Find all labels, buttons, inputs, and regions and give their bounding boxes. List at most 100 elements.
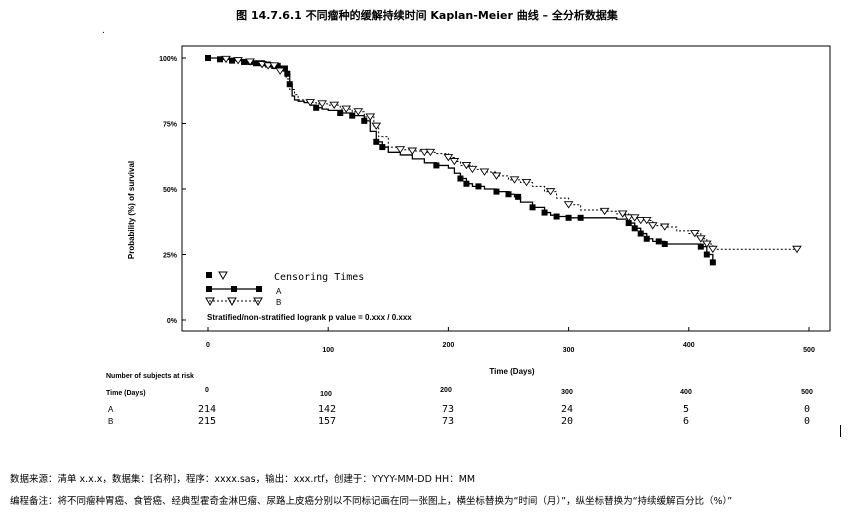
censor-marker-b	[419, 148, 430, 157]
censor-marker-b	[221, 55, 231, 64]
y-tick-label: 0%	[167, 318, 178, 325]
footer-note: 编程备注：将不同瘤种胃癌、食管癌、经典型霍奇金淋巴瘤、尿路上皮癌分别以不同标记画…	[10, 496, 733, 507]
legend-marker-a1	[206, 286, 212, 292]
censor-marker-b	[329, 101, 340, 109]
censor-marker-a	[493, 188, 500, 195]
risk-table-time-label: Time (Days)	[106, 390, 146, 397]
legend-label-b: B	[276, 298, 281, 307]
censor-marker-b	[641, 216, 652, 225]
censor-marker-b	[623, 214, 634, 222]
risk-time-label: 300	[561, 389, 573, 396]
y-tick-label: 50%	[163, 187, 178, 194]
legend-marker-a2	[231, 286, 237, 292]
censor-marker-b	[509, 176, 520, 184]
legend-title: Censoring Times	[274, 272, 364, 283]
x-tick-label: 100	[322, 347, 334, 354]
pvalue-text: Stratified/non-stratified logrank p valu…	[207, 313, 412, 322]
censor-marker-a	[229, 57, 236, 64]
censor-marker-a	[457, 175, 464, 182]
censor-marker-b	[701, 240, 712, 248]
censor-marker-a	[373, 138, 380, 145]
figure-title: 图 14.7.6.1 不同瘤种的缓解持续时间 Kaplan-Meier 曲线 –…	[236, 9, 618, 22]
risk-time-label: 200	[440, 387, 452, 394]
censor-marker-a	[625, 220, 632, 227]
censor-marker-a	[655, 238, 662, 245]
censor-marker-a	[337, 110, 344, 117]
censor-marker-b	[792, 245, 802, 254]
x-tick-label: 400	[683, 342, 695, 349]
censor-marker-b	[689, 230, 700, 238]
legend-marker-b2	[227, 297, 237, 307]
km-curve-a	[208, 57, 714, 263]
x-axis-label: Time (Days)	[489, 367, 535, 376]
censor-marker-b	[341, 105, 352, 113]
x-tick-label: 300	[563, 347, 575, 354]
censor-marker-b	[563, 201, 574, 209]
risk-time-label: 500	[801, 389, 813, 396]
risk-value: 215	[198, 416, 216, 427]
censor-marker-b	[659, 223, 670, 231]
censor-marker-b	[479, 168, 490, 176]
risk-value: 0	[804, 416, 810, 427]
censor-marker-a	[577, 214, 584, 221]
censor-marker-a	[286, 81, 293, 88]
censor-marker-a	[565, 214, 572, 221]
censor-marker-b	[617, 210, 628, 218]
censor-marker-b	[407, 147, 418, 155]
censor-marker-b	[521, 179, 532, 187]
risk-time-label: 0	[205, 387, 209, 394]
text-cursor-mark	[840, 425, 841, 437]
censor-marker-b	[491, 172, 502, 180]
censor-marker-a	[631, 225, 638, 232]
censor-marker-b	[449, 158, 460, 166]
risk-time-label: 100	[320, 391, 332, 398]
censor-marker-a	[217, 56, 224, 63]
censor-marker-a	[313, 104, 320, 111]
y-tick-label: 75%	[163, 122, 178, 129]
censor-marker-a	[349, 112, 356, 119]
start-marker	[205, 55, 211, 61]
censor-marker-a	[241, 58, 248, 65]
censor-marker-b	[269, 62, 279, 70]
censor-marker-a	[529, 204, 536, 211]
y-tick-label: 100%	[159, 56, 178, 63]
censor-marker-a	[541, 209, 548, 216]
risk-row-label: B	[108, 417, 113, 426]
censor-marker-b	[233, 57, 243, 65]
x-tick-label: 500	[803, 347, 815, 354]
censor-marker-b	[245, 58, 255, 66]
censor-marker-b	[545, 188, 556, 196]
x-tick-label: 0	[206, 342, 210, 349]
risk-value: 5	[683, 404, 689, 415]
stray-dot: .	[102, 26, 105, 36]
censor-marker-a	[284, 70, 291, 77]
censor-marker-a	[661, 241, 668, 248]
risk-value: 142	[318, 404, 336, 415]
censor-marker-b	[707, 245, 718, 254]
censor-marker-a	[703, 251, 710, 258]
risk-value: 157	[318, 416, 336, 427]
censor-marker-a	[379, 144, 386, 151]
censor-marker-b	[365, 113, 376, 121]
censor-marker-a	[475, 183, 482, 190]
censor-marker-b	[461, 161, 472, 170]
censor-marker-b	[371, 122, 382, 130]
censor-marker-a	[515, 193, 522, 200]
censor-marker-a	[433, 162, 440, 169]
censor-marker-a	[274, 62, 281, 69]
censor-marker-b	[467, 165, 478, 174]
risk-value: 6	[683, 416, 689, 427]
censor-marker-a	[709, 259, 716, 266]
censor-marker-b	[647, 222, 658, 230]
censor-marker-b	[275, 67, 285, 75]
censor-marker-a	[463, 180, 470, 187]
risk-row-label: A	[108, 405, 114, 414]
censor-marker-a	[637, 230, 644, 237]
censor-marker-b	[305, 99, 316, 107]
legend-marker-b1	[205, 297, 215, 307]
censor-marker-b	[395, 146, 406, 154]
legend-triangle-marker	[218, 271, 228, 281]
legend-label-a: A	[276, 287, 282, 296]
censor-marker-b	[443, 154, 454, 162]
